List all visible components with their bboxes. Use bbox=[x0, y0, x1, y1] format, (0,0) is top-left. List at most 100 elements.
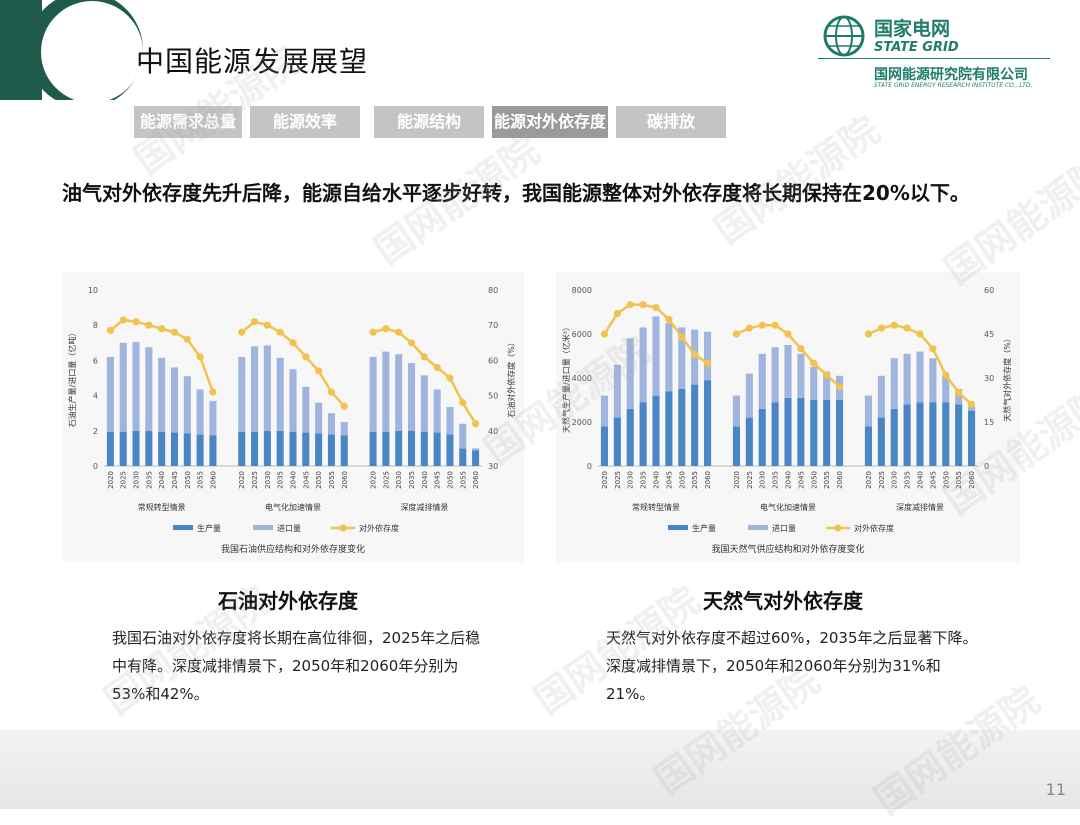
production-bar bbox=[772, 402, 779, 466]
import-bar bbox=[810, 367, 817, 400]
dependency-point bbox=[691, 351, 698, 358]
production-bar bbox=[289, 432, 296, 466]
import-bar bbox=[627, 338, 634, 408]
y2-tick-label: 45 bbox=[984, 330, 994, 339]
x-tick-label: 2050 bbox=[942, 471, 950, 489]
x-tick-label: 2060 bbox=[836, 471, 844, 489]
x-tick-label: 2050 bbox=[184, 471, 192, 489]
import-bar bbox=[459, 424, 466, 449]
production-bar bbox=[904, 404, 911, 466]
dependency-point bbox=[446, 374, 453, 381]
y-tick-label: 8 bbox=[93, 321, 98, 330]
x-tick-label: 2030 bbox=[627, 471, 635, 489]
import-bar bbox=[904, 354, 911, 405]
import-bar bbox=[733, 396, 740, 427]
dependency-point bbox=[904, 325, 911, 332]
dependency-point bbox=[434, 364, 441, 371]
dependency-point bbox=[601, 330, 608, 337]
legend-dependency-label: 对外依存度 bbox=[359, 523, 399, 533]
x-tick-label: 2040 bbox=[785, 471, 793, 489]
oil-chart: 0 2 4 6 8 10 30 40 50 60 70 80 石油生产量/进口量（亿吨） 石油对外依存度（… bbox=[62, 272, 524, 562]
x-tick-label: 2020 bbox=[370, 471, 378, 489]
y2-tick-label: 50 bbox=[488, 392, 498, 401]
x-tick-label: 2050 bbox=[678, 471, 686, 489]
import-bar bbox=[289, 369, 296, 431]
dependency-point bbox=[328, 388, 335, 395]
production-bar bbox=[421, 432, 428, 466]
y2-tick-label: 15 bbox=[984, 418, 994, 427]
dependency-point bbox=[733, 330, 740, 337]
dependency-point bbox=[132, 318, 139, 325]
dependency-point bbox=[120, 316, 127, 323]
dependency-point bbox=[472, 420, 479, 427]
production-bar bbox=[891, 409, 898, 466]
production-bar bbox=[328, 434, 335, 466]
import-bar bbox=[328, 413, 335, 434]
dependency-point bbox=[665, 316, 672, 323]
logo-org-en: STATE GRID ENERGY RESEARCH INSTITUTE CO.… bbox=[874, 82, 1032, 89]
production-bar bbox=[652, 396, 659, 466]
legend-production-label: 生产量 bbox=[197, 523, 221, 533]
import-bar bbox=[865, 396, 872, 427]
x-tick-label: 2040 bbox=[421, 471, 429, 489]
tab-carbon-emission[interactable]: 碳排放 bbox=[616, 106, 726, 138]
y-tick-label: 0 bbox=[93, 462, 98, 471]
production-bar bbox=[382, 432, 389, 466]
scenario-label: 深度减排情景 bbox=[400, 502, 448, 512]
import-bar bbox=[472, 448, 479, 450]
import-bar bbox=[446, 407, 453, 434]
import-bar bbox=[395, 354, 402, 431]
import-bar bbox=[171, 367, 178, 432]
production-bar bbox=[197, 434, 204, 466]
import-bar bbox=[277, 358, 284, 431]
x-tick-label: 2035 bbox=[277, 471, 285, 489]
import-bar bbox=[797, 354, 804, 398]
import-bar bbox=[302, 387, 309, 433]
gas-description: 天然气对外依存度不超过60%，2035年之后显著下降。深度减排情景下，2050年… bbox=[606, 624, 978, 708]
x-tick-label: 2060 bbox=[968, 471, 976, 489]
tab-energy-dependency[interactable]: 能源对外依存度 bbox=[492, 106, 608, 138]
y-tick-label: 6 bbox=[93, 356, 98, 365]
x-tick-label: 2045 bbox=[434, 471, 442, 489]
dependency-point bbox=[238, 329, 245, 336]
legend-import-label: 进口量 bbox=[772, 524, 796, 533]
dependency-point bbox=[836, 383, 843, 390]
x-tick-label: 2030 bbox=[891, 471, 899, 489]
x-tick-label: 2035 bbox=[640, 471, 648, 489]
chart-title: 我国石油供应结构和对外依存度变化 bbox=[221, 543, 365, 555]
dependency-point bbox=[772, 322, 779, 329]
dependency-point bbox=[421, 353, 428, 360]
page-number: 11 bbox=[1046, 780, 1066, 799]
y-tick-label: 2 bbox=[93, 427, 98, 436]
dependency-point bbox=[302, 353, 309, 360]
import-bar bbox=[878, 376, 885, 418]
dependency-point bbox=[251, 318, 258, 325]
legend-import-swatch bbox=[253, 525, 273, 530]
dependency-point bbox=[891, 322, 898, 329]
legend-production-swatch bbox=[668, 525, 688, 530]
production-bar bbox=[614, 418, 621, 466]
dependency-point bbox=[627, 301, 634, 308]
import-bar bbox=[652, 316, 659, 395]
x-tick-label: 2035 bbox=[772, 471, 780, 489]
tab-energy-structure[interactable]: 能源结构 bbox=[374, 106, 484, 138]
y2-tick-label: 40 bbox=[488, 427, 498, 436]
production-bar bbox=[955, 404, 962, 466]
dependency-point bbox=[823, 371, 830, 378]
y-axis-label: 天然气生产量/进口量（亿米³） bbox=[561, 323, 571, 433]
x-tick-label: 2060 bbox=[472, 471, 480, 489]
dependency-point bbox=[759, 322, 766, 329]
x-tick-label: 2060 bbox=[341, 471, 349, 489]
import-bar bbox=[133, 342, 140, 431]
logo-cn: 国家电网 bbox=[874, 14, 950, 41]
x-tick-label: 2035 bbox=[904, 471, 912, 489]
y-tick-label: 0 bbox=[587, 462, 592, 471]
oil-chart-panel: 0 2 4 6 8 10 30 40 50 60 70 80 石油生产量/进口量（亿吨） 石油对外依存度（… bbox=[62, 272, 524, 562]
dependency-point bbox=[678, 333, 685, 340]
production-bar bbox=[341, 435, 348, 466]
import-bar bbox=[916, 352, 923, 403]
tab-energy-demand[interactable]: 能源需求总量 bbox=[134, 106, 242, 138]
y2-tick-label: 30 bbox=[488, 462, 498, 471]
dependency-point bbox=[369, 329, 376, 336]
tab-energy-efficiency[interactable]: 能源效率 bbox=[250, 106, 360, 138]
